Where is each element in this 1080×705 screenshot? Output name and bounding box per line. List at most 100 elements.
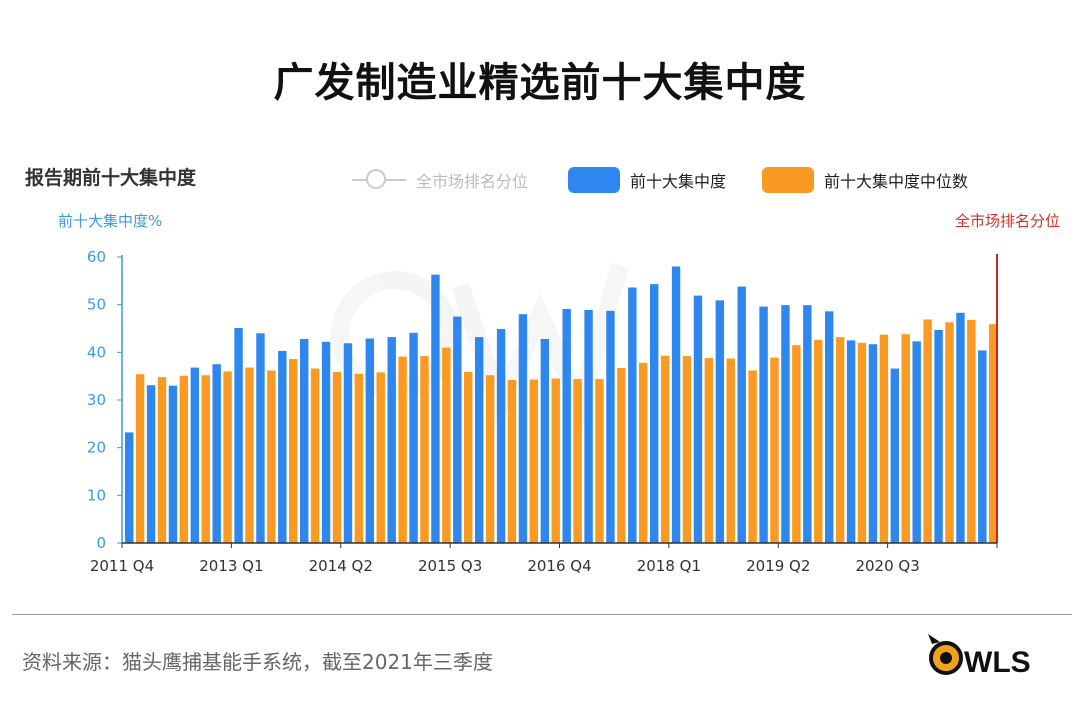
bar-concentration: [846, 340, 856, 543]
bar-median: [442, 347, 451, 543]
y-axis-right-label: 全市场排名分位: [954, 212, 1060, 230]
bar-concentration: [693, 295, 703, 543]
bar-concentration: [715, 300, 725, 543]
bar-median: [201, 375, 210, 543]
x-tick-label: 2019 Q2: [746, 557, 810, 575]
bar-median: [551, 378, 560, 543]
bar-median: [989, 324, 998, 543]
bar-median: [485, 375, 495, 543]
bar-chart: 0 10 20 30 40 50 60 2011 Q4 2013 Q1 2014 Q2 2015 …: [87, 248, 998, 575]
bar-median: [639, 362, 648, 543]
y-tick-label: 50: [87, 296, 106, 314]
bar-median: [398, 356, 407, 543]
bar-median: [223, 371, 232, 543]
y-tick-label: 0: [96, 534, 106, 552]
legend-line-swatch: [352, 167, 406, 193]
bar-median: [332, 371, 342, 543]
bars: [125, 266, 998, 543]
x-tick-label: 2013 Q1: [199, 557, 263, 575]
bar-concentration: [781, 305, 790, 543]
bar-concentration: [256, 333, 265, 543]
bar-concentration: [868, 344, 878, 543]
bar-concentration: [387, 337, 396, 543]
bar-concentration: [628, 287, 637, 543]
bar-median: [682, 356, 692, 543]
bar-concentration: [759, 306, 768, 543]
bar-concentration: [978, 350, 987, 543]
x-axis: 2011 Q4 2013 Q1 2014 Q2 2015 Q3 2016 Q4 2018 …: [90, 254, 998, 575]
y-axis-left-label: 前十大集中度%: [58, 212, 163, 230]
bar-concentration: [671, 266, 681, 543]
bar-concentration: [737, 286, 746, 543]
bar-concentration: [168, 385, 178, 543]
bar-concentration: [650, 284, 659, 543]
bar-median: [245, 367, 254, 543]
bar-median: [967, 319, 976, 543]
bar-median: [529, 379, 539, 543]
bar-median: [660, 355, 670, 543]
legend-label-concentration: 前十大集中度: [630, 172, 727, 191]
legend-label-market-rank: 全市场排名分位: [416, 172, 529, 191]
logo-text: WLS: [964, 646, 1031, 678]
bar-concentration: [146, 385, 156, 543]
y-tick-label: 60: [87, 248, 106, 266]
bar-concentration: [890, 368, 900, 543]
chart-subtitle: 报告期前十大集中度: [25, 167, 197, 189]
bar-median: [507, 379, 517, 543]
bar-median: [792, 345, 801, 543]
x-tick-label: 2014 Q2: [309, 557, 373, 575]
bar-median: [901, 334, 910, 543]
bar-concentration: [518, 314, 528, 543]
x-tick-label: 2011 Q4: [90, 557, 154, 575]
bar-median: [726, 358, 735, 543]
bar-concentration: [912, 341, 921, 543]
bar-concentration: [606, 310, 615, 543]
legend-label-median: 前十大集中度中位数: [824, 172, 969, 191]
bar-concentration: [278, 350, 287, 543]
bar-median: [748, 370, 757, 543]
y-axis: 0 10 20 30 40 50 60: [87, 248, 123, 552]
bar-concentration: [934, 329, 943, 543]
page-title: 广发制造业精选前十大集中度: [273, 60, 807, 106]
bar-concentration: [365, 338, 375, 543]
x-tick-label: 2015 Q3: [418, 557, 482, 575]
bar-concentration: [125, 432, 134, 543]
legend-item-concentration[interactable]: 前十大集中度: [568, 167, 726, 193]
bar-concentration: [300, 338, 309, 543]
bar-concentration: [453, 316, 462, 543]
x-tick-label: 2020 Q3: [855, 557, 919, 575]
bar-median: [157, 377, 167, 543]
bar-median: [179, 375, 189, 543]
bar-concentration: [825, 311, 834, 543]
legend-item-market-rank[interactable]: 全市场排名分位: [352, 167, 528, 193]
bar-concentration: [475, 337, 484, 543]
x-tick-label: 2016 Q4: [527, 557, 591, 575]
bar-median: [945, 322, 954, 543]
bar-concentration: [431, 274, 440, 543]
y-tick-label: 10: [87, 486, 106, 504]
bar-median: [135, 374, 145, 543]
bar-median: [420, 356, 429, 543]
bar-median: [814, 339, 823, 543]
bar-median: [289, 359, 298, 543]
bar-median: [310, 368, 320, 543]
bar-median: [464, 371, 473, 543]
y-tick-label: 30: [87, 391, 106, 409]
legend-item-median[interactable]: 前十大集中度中位数: [762, 167, 968, 193]
bar-concentration: [343, 343, 353, 543]
y-tick-label: 20: [87, 439, 106, 457]
bar-concentration: [409, 332, 418, 543]
bar-concentration: [234, 328, 243, 543]
owls-logo: WLS: [928, 634, 1031, 678]
bar-concentration: [212, 364, 221, 543]
bar-median: [617, 368, 626, 543]
bar-concentration: [540, 338, 550, 543]
bar-median: [376, 372, 385, 543]
bar-median: [857, 342, 867, 543]
x-tick-label: 2018 Q1: [637, 557, 701, 575]
bar-median: [770, 357, 779, 543]
bar-concentration: [803, 305, 812, 543]
legend-blue-swatch: [568, 167, 620, 193]
bar-median: [704, 358, 714, 543]
bar-concentration: [496, 328, 506, 543]
